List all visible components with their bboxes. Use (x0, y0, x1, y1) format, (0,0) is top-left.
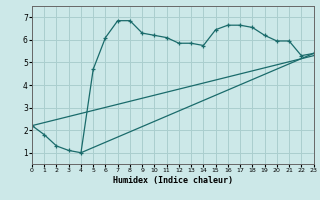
X-axis label: Humidex (Indice chaleur): Humidex (Indice chaleur) (113, 176, 233, 185)
